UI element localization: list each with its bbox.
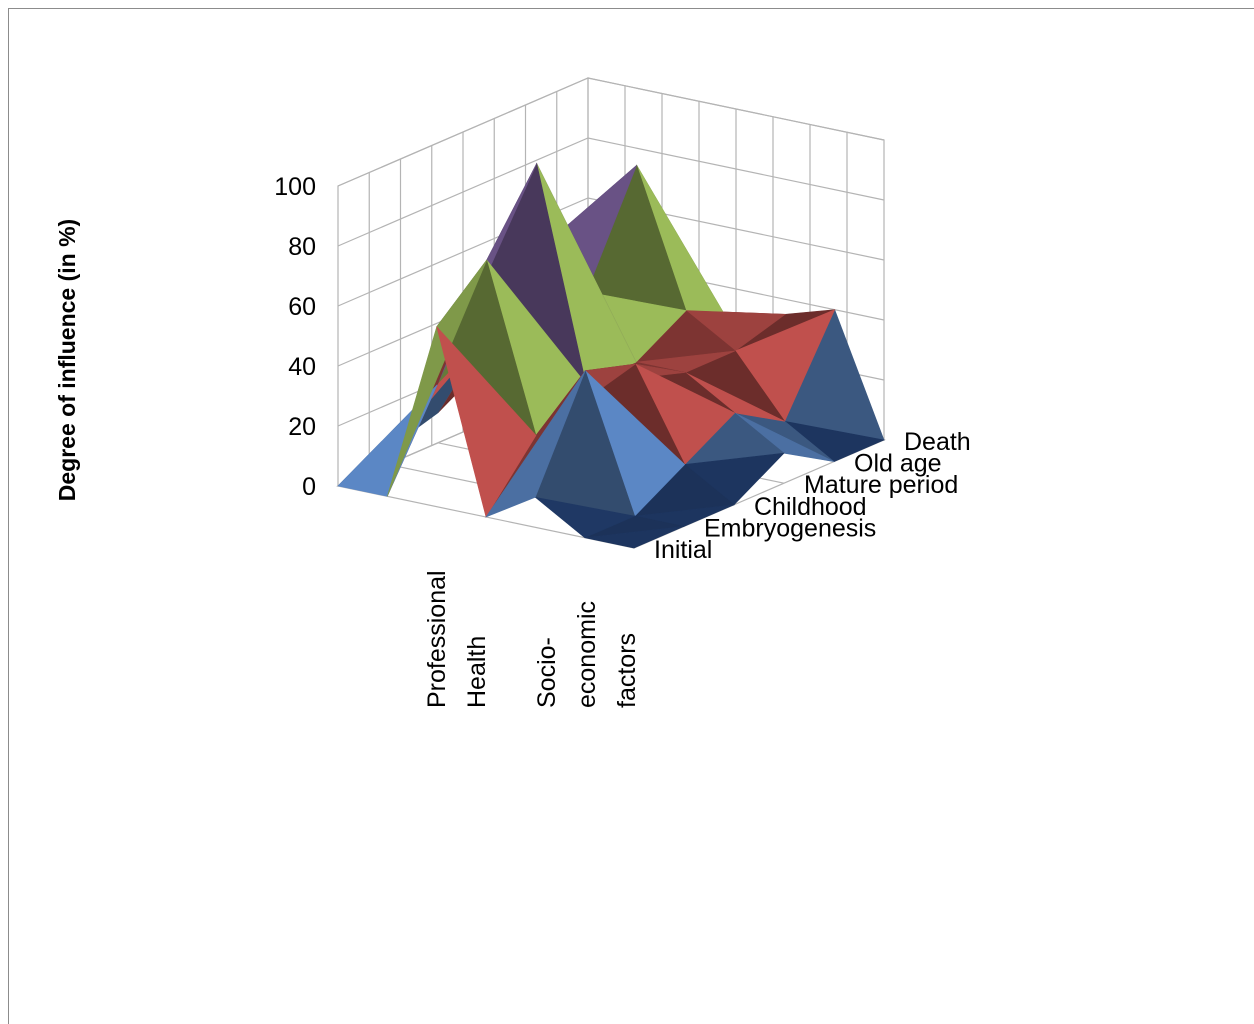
z-tick-label: 0 xyxy=(302,473,316,501)
surface-facet xyxy=(485,370,586,518)
x-tick-label: economic xyxy=(573,601,601,708)
z-axis-title: Degree of influence (in %) xyxy=(54,219,80,501)
depth-tick-label: Initial xyxy=(654,536,712,564)
z-gridline xyxy=(337,197,885,307)
z-tick-label: 20 xyxy=(288,413,316,441)
x-tick-label: Socio- xyxy=(533,637,561,708)
z-tick-label: 60 xyxy=(288,293,316,321)
x-axis-labels: Professional Health Socio-economic factors xyxy=(423,570,641,708)
depth-tick-label: Childhood xyxy=(754,493,867,521)
z-tick-label: 100 xyxy=(274,173,316,201)
x-tick-label: Professional xyxy=(423,570,451,708)
x-tick-label: Health xyxy=(463,636,491,708)
z-tick-label: 40 xyxy=(288,353,316,381)
z-axis-tick-labels: 0 20 40 60 80 100 xyxy=(274,173,316,501)
depth-tick-label: Mature period xyxy=(804,471,958,499)
surface-facet xyxy=(535,497,636,539)
x-tick-label: factors xyxy=(613,633,641,708)
surface-facet xyxy=(584,526,685,549)
surface-plot xyxy=(337,162,886,549)
depth-tick-label: Old age xyxy=(854,450,942,478)
depth-tick-label: Embryogenesis xyxy=(704,514,876,542)
surface-facet xyxy=(436,326,537,518)
z-tick-label: 80 xyxy=(288,233,316,261)
surface-facet xyxy=(387,259,487,497)
depth-tick-label: Death xyxy=(904,428,971,456)
z-gridline xyxy=(337,77,885,187)
z-gridline xyxy=(337,137,885,247)
